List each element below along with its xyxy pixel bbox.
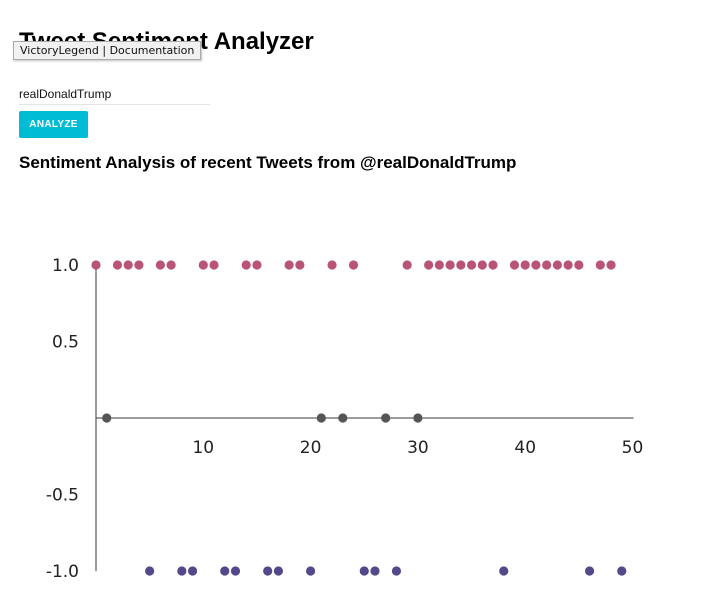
data-point-positive	[466, 260, 477, 270]
y-tick-label: 1.0	[52, 256, 79, 276]
chart-axes	[95, 265, 634, 571]
data-point-positive	[488, 260, 498, 270]
data-point-positive	[209, 260, 219, 270]
data-point-positive	[166, 260, 176, 270]
data-point-positive	[595, 260, 605, 270]
analyze-button[interactable]: ANALYZE	[19, 111, 88, 138]
tooltip: VictoryLegend | Documentation	[13, 41, 202, 60]
x-tick-label: 30	[407, 438, 429, 458]
data-point-positive	[434, 260, 444, 270]
data-point-negative	[617, 566, 627, 576]
username-input[interactable]	[19, 84, 210, 105]
data-point-negative	[230, 566, 241, 576]
data-point-negative	[306, 566, 316, 576]
data-point-negative	[263, 566, 273, 576]
chart-title: Sentiment Analysis of recent Tweets from…	[19, 153, 517, 172]
data-point-neutral	[338, 413, 348, 423]
x-tick-label: 20	[300, 438, 322, 458]
data-point-positive	[295, 260, 305, 270]
data-point-negative	[273, 566, 284, 576]
data-point-positive	[402, 260, 412, 270]
data-point-positive	[327, 260, 337, 270]
data-point-positive	[134, 260, 144, 270]
data-point-positive	[552, 260, 562, 270]
data-point-positive	[542, 260, 552, 270]
y-tick-label: -0.5	[46, 486, 79, 506]
data-point-neutral	[316, 413, 326, 423]
data-point-neutral	[102, 413, 112, 423]
y-tick-label: -1.0	[46, 562, 79, 582]
data-point-positive	[456, 260, 466, 270]
data-point-positive	[112, 260, 123, 270]
x-tick-label: 40	[514, 438, 536, 458]
data-point-negative	[187, 566, 198, 576]
x-tick-label: 50	[622, 438, 644, 458]
data-point-positive	[123, 260, 133, 270]
data-point-negative	[145, 566, 155, 576]
data-point-negative	[220, 566, 230, 576]
data-point-negative	[499, 566, 509, 576]
data-point-positive	[445, 260, 455, 270]
data-point-positive	[520, 260, 530, 270]
data-point-positive	[574, 260, 584, 270]
data-point-positive	[477, 260, 487, 270]
data-point-negative	[584, 566, 595, 576]
data-point-negative	[370, 566, 380, 576]
y-tick-label: 0.5	[52, 333, 79, 353]
data-point-positive	[348, 260, 359, 270]
data-point-positive	[155, 260, 165, 270]
data-point-positive	[563, 260, 573, 270]
data-point-positive	[606, 260, 616, 270]
data-point-positive	[91, 260, 101, 270]
data-point-neutral	[413, 413, 423, 423]
data-point-positive	[424, 260, 434, 270]
data-point-negative	[391, 566, 402, 576]
x-tick-label: 10	[192, 438, 214, 458]
data-point-positive	[284, 260, 294, 270]
data-point-positive	[198, 260, 208, 270]
chart-tick-labels: 10 20 30 40 50 1.0 0.5 -0.5 -1.0	[46, 256, 643, 582]
data-point-negative	[177, 566, 187, 576]
data-point-positive	[509, 260, 520, 270]
data-point-positive	[241, 260, 251, 270]
data-point-negative	[359, 566, 369, 576]
data-point-positive	[531, 260, 541, 270]
data-point-neutral	[381, 413, 391, 423]
data-point-positive	[252, 260, 262, 270]
chart-points	[91, 260, 627, 576]
